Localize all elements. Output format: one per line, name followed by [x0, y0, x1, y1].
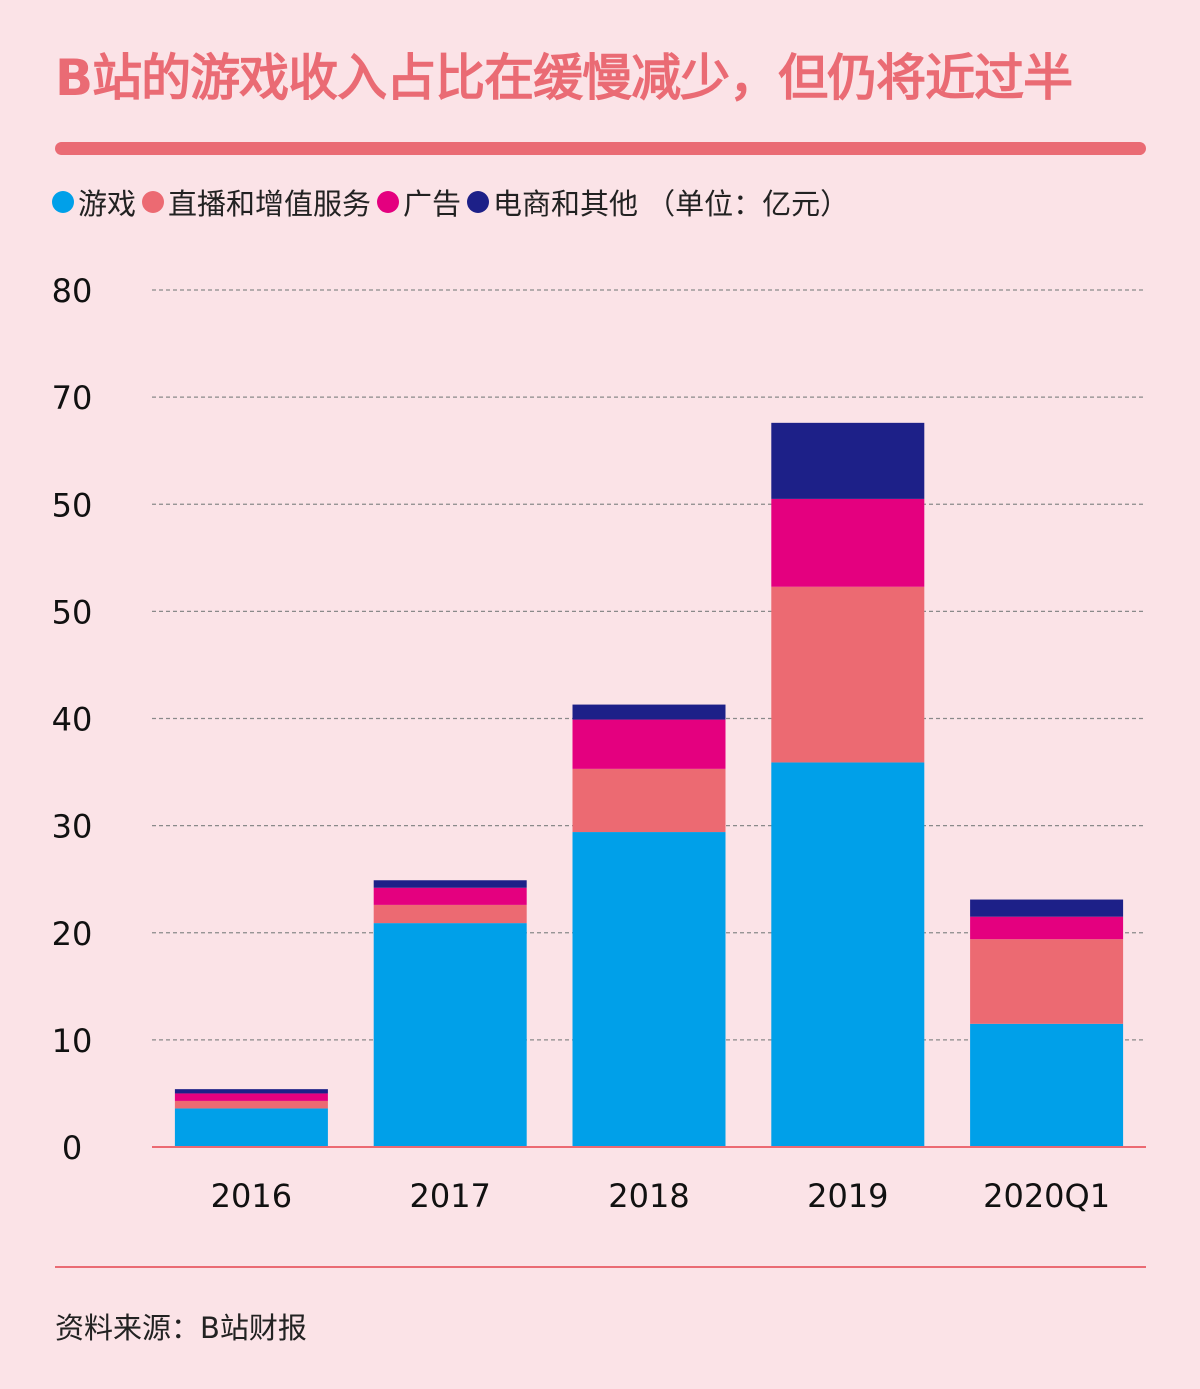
bar-segment — [572, 719, 726, 769]
chart-title: B站的游戏收入占比在缓慢减少，但仍将近过半 — [55, 49, 1073, 107]
source-note: 资料来源：B站财报 — [55, 1311, 307, 1345]
bar-segment — [572, 704, 726, 720]
y-tick-label: 0 — [62, 1129, 82, 1167]
legend-item-games: 游戏 — [52, 181, 136, 223]
bar-segment — [771, 762, 925, 1147]
legend-unit: （单位：亿元） — [646, 187, 850, 221]
y-tick-label: 40 — [52, 701, 93, 739]
legend-item-ads: 广告 — [377, 181, 461, 223]
bar-segment — [970, 939, 1124, 1024]
legend-label-ads: 广告 — [403, 187, 462, 221]
bar-segment — [174, 1100, 328, 1109]
y-tick-label: 70 — [52, 379, 93, 417]
bar-segment — [970, 1023, 1124, 1147]
bar-segment — [373, 904, 527, 924]
bar-segment — [373, 887, 527, 905]
legend-item-ecommerce: 电商和其他 — [467, 181, 638, 223]
legend-label-ecommerce: 电商和其他 — [493, 187, 639, 221]
bar-segment — [572, 832, 726, 1147]
x-tick-label: 2020Q1 — [983, 1177, 1110, 1215]
y-tick-label: 20 — [52, 915, 93, 953]
stacked-bar-chart: 0 10 20 30 40 50 50 70 80 2016 2017 2018 2019 2020Q1 — [52, 272, 1146, 1215]
bar-segment — [572, 768, 726, 833]
bar-segment — [174, 1093, 328, 1101]
legend-dot-games — [52, 191, 74, 213]
title-underline — [55, 142, 1146, 155]
bar-segment — [970, 916, 1124, 940]
y-tick-label: 80 — [52, 272, 93, 310]
y-tick-label: 50 — [52, 486, 93, 524]
bar-segment — [373, 923, 527, 1147]
x-tick-label: 2016 — [211, 1177, 292, 1215]
x-tick-label: 2017 — [409, 1177, 490, 1215]
bar-segment — [771, 586, 925, 763]
footer-divider — [55, 1266, 1146, 1268]
legend-dot-live — [142, 191, 165, 213]
x-tick-label: 2018 — [608, 1177, 689, 1215]
y-tick-label: 50 — [52, 593, 93, 631]
bar-segment — [174, 1089, 328, 1094]
legend-label-games: 游戏 — [78, 187, 137, 221]
bar-segment — [771, 422, 925, 499]
bar-segment — [970, 899, 1124, 917]
bar-segment — [373, 880, 527, 888]
legend-dot-ecommerce — [467, 191, 490, 213]
x-tick-label: 2019 — [807, 1177, 888, 1215]
legend-label-live: 直播和增值服务 — [168, 187, 372, 221]
legend-dot-ads — [377, 191, 400, 213]
y-tick-label: 10 — [52, 1022, 93, 1060]
legend-item-live: 直播和增值服务 — [142, 181, 371, 223]
legend: 游戏 直播和增值服务 广告 电商和其他 （单位：亿元） — [52, 182, 849, 222]
y-tick-label: 30 — [52, 808, 93, 846]
bar-segment — [771, 498, 925, 587]
bar-segment — [174, 1108, 328, 1147]
